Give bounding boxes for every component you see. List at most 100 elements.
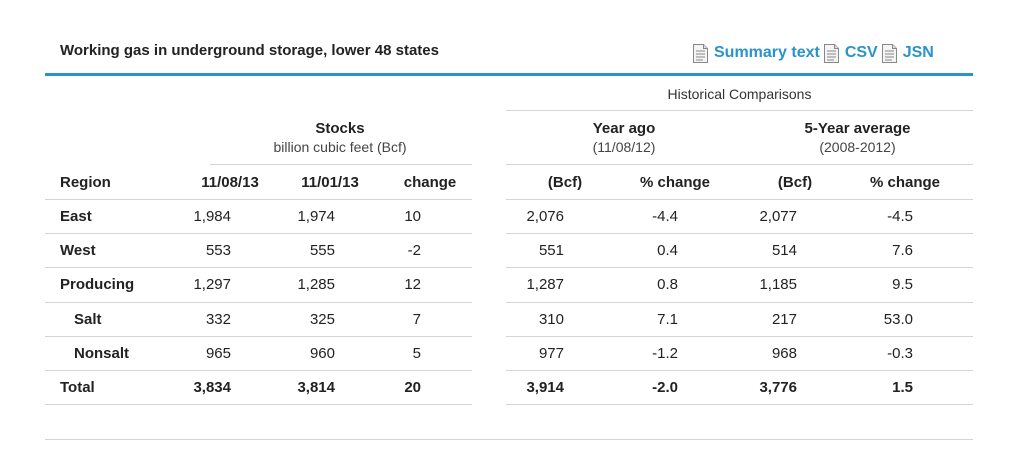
year-ago-bcf: 310: [538, 311, 564, 328]
five-year-pct: 7.6: [892, 242, 913, 259]
stocks-change: 10: [404, 208, 421, 225]
year-ago-pct: -4.4: [652, 208, 678, 225]
region-name: East: [60, 208, 92, 225]
year-ago-bcf: 977: [538, 345, 564, 362]
year-ago-bcf: 551: [538, 242, 564, 259]
table-row: West 553 555 -2 551 0.4 514 7.6: [45, 234, 973, 268]
stocks-change: 5: [412, 345, 421, 362]
region-name: Nonsalt: [74, 345, 130, 362]
divider: [506, 404, 973, 405]
column-header-row: Region 11/08/13 11/01/13 change (Bcf) % …: [45, 166, 973, 200]
divider: [506, 199, 973, 200]
stocks-current: 965: [205, 345, 231, 362]
jsn-label[interactable]: JSN: [902, 44, 934, 61]
table-row: Producing 1,297 1,285 12 1,287 0.8 1,185…: [45, 268, 973, 302]
download-links: Summary text CSV JSN: [692, 42, 937, 64]
five-year-pct: -0.3: [887, 345, 913, 362]
divider: [45, 233, 472, 234]
divider: [506, 233, 973, 234]
divider: [506, 302, 973, 303]
stocks-current: 553: [205, 242, 231, 259]
stocks-current: 1,984: [193, 208, 231, 225]
table-row: East 1,984 1,974 10 2,076 -4.4 2,077 -4.…: [45, 200, 973, 234]
table-row-total: Total 3,834 3,814 20 3,914 -2.0 3,776 1.…: [45, 371, 973, 405]
header-five-year-bcf: (Bcf): [777, 174, 813, 191]
region-name: West: [60, 242, 96, 259]
header-year-ago-bcf: (Bcf): [547, 174, 583, 191]
five-year-title: 5-Year average: [804, 120, 911, 137]
stocks-prior: 3,814: [297, 379, 335, 396]
five-year-group-header: 5-Year average (2008-2012): [742, 119, 973, 157]
stocks-prior: 1,285: [297, 276, 335, 293]
stocks-prior: 1,974: [297, 208, 335, 225]
year-ago-pct: -1.2: [652, 345, 678, 362]
stocks-prior: 960: [309, 345, 335, 362]
year-ago-group-header: Year ago (11/08/12): [506, 119, 742, 157]
header-region: Region: [60, 174, 111, 191]
five-year-pct: 1.5: [892, 379, 913, 396]
divider: [506, 110, 973, 111]
header-five-year-pct: % change: [869, 174, 941, 191]
region-name: Salt: [74, 311, 102, 328]
divider: [506, 267, 973, 268]
divider: [45, 370, 472, 371]
stocks-change: 12: [404, 276, 421, 293]
divider: [506, 370, 973, 371]
csv-label[interactable]: CSV: [844, 44, 878, 61]
historical-comparisons-label: Historical Comparisons: [667, 86, 812, 102]
five-year-bcf: 2,077: [759, 208, 797, 225]
year-ago-subtitle: (11/08/12): [592, 139, 656, 155]
stocks-change: 7: [412, 311, 421, 328]
year-ago-pct: 7.1: [657, 311, 678, 328]
year-ago-bcf: 2,076: [526, 208, 564, 225]
stocks-current: 1,297: [193, 276, 231, 293]
document-icon: [823, 43, 840, 63]
year-ago-pct: 0.8: [657, 276, 678, 293]
jsn-link[interactable]: JSN: [881, 43, 934, 63]
stocks-title: Stocks: [315, 120, 365, 137]
summary-text-label[interactable]: Summary text: [714, 44, 820, 61]
header-current-week: 11/08/13: [201, 174, 259, 191]
five-year-bcf: 514: [771, 242, 797, 259]
table-row: Salt 332 325 7 310 7.1 217 53.0: [45, 303, 973, 337]
footer-rule: [45, 439, 973, 440]
year-ago-title: Year ago: [592, 120, 656, 137]
year-ago-pct: 0.4: [657, 242, 678, 259]
five-year-bcf: 968: [771, 345, 797, 362]
divider: [45, 404, 472, 405]
stocks-current: 332: [205, 311, 231, 328]
summary-text-link[interactable]: Summary text: [692, 43, 820, 63]
five-year-subtitle: (2008-2012): [819, 139, 896, 155]
stocks-subtitle: billion cubic feet (Bcf): [273, 139, 407, 155]
region-name: Total: [60, 379, 95, 396]
divider: [45, 267, 472, 268]
document-icon: [692, 43, 709, 63]
page-title: Working gas in underground storage, lowe…: [60, 42, 439, 59]
title-rule: [45, 73, 973, 76]
stocks-prior: 325: [309, 311, 335, 328]
header-change: change: [403, 174, 457, 191]
divider: [45, 199, 472, 200]
stocks-prior: 555: [309, 242, 335, 259]
table-row: Nonsalt 965 960 5 977 -1.2 968 -0.3: [45, 337, 973, 371]
five-year-pct: 53.0: [883, 311, 913, 328]
region-name: Producing: [60, 276, 135, 293]
divider: [506, 336, 973, 337]
stocks-change: 20: [404, 379, 421, 396]
stocks-change: -2: [407, 242, 421, 259]
document-icon: [881, 43, 898, 63]
stocks-current: 3,834: [193, 379, 231, 396]
year-ago-pct: -2.0: [652, 379, 678, 396]
five-year-pct: -4.5: [887, 208, 913, 225]
five-year-bcf: 3,776: [759, 379, 797, 396]
divider: [506, 164, 973, 165]
divider: [45, 336, 472, 337]
five-year-pct: 9.5: [892, 276, 913, 293]
divider: [45, 302, 472, 303]
header-year-ago-pct: % change: [639, 174, 711, 191]
divider: [210, 164, 472, 165]
year-ago-bcf: 1,287: [526, 276, 564, 293]
csv-link[interactable]: CSV: [823, 43, 878, 63]
header-prior-week: 11/01/13: [301, 174, 359, 191]
year-ago-bcf: 3,914: [526, 379, 564, 396]
